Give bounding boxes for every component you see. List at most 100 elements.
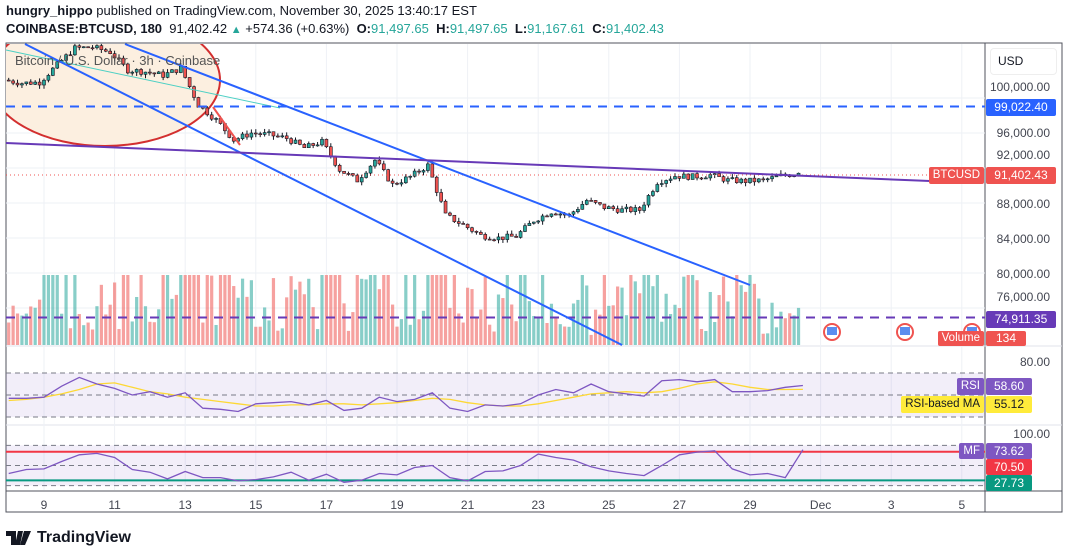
volume-bar	[488, 324, 492, 345]
volume-bar	[289, 276, 293, 345]
price-tick: 76,000.00	[996, 290, 1050, 304]
candle-body	[284, 135, 289, 139]
candle-body	[90, 47, 95, 50]
candle-body	[496, 236, 501, 241]
date-tick: 21	[460, 498, 475, 512]
volume-bar	[677, 308, 681, 345]
volume-bar	[130, 321, 134, 345]
volume-bar	[51, 275, 55, 345]
author-name[interactable]: hungry_hippo	[6, 3, 93, 18]
mf-axis-tick: 100.00	[1013, 427, 1050, 441]
symbol-tag: BTCUSD	[928, 167, 984, 184]
volume-bar	[143, 306, 148, 345]
mf-lower-badge: 27.73	[986, 475, 1032, 491]
volume-bar	[483, 276, 487, 345]
volume-bar	[29, 306, 33, 345]
high-value: 91,497.65	[449, 21, 508, 36]
candle-body	[770, 176, 774, 180]
volume-bar	[704, 330, 708, 345]
candle-body	[417, 170, 421, 173]
candle-body	[461, 223, 465, 225]
candle-body	[280, 135, 285, 138]
volume-bar	[399, 319, 404, 345]
date-tick: 9	[40, 498, 48, 512]
candle-body	[320, 138, 324, 146]
candle-body	[68, 54, 73, 57]
date-tick: 19	[390, 498, 404, 512]
candle-body	[28, 81, 33, 85]
candle-body	[748, 177, 752, 183]
volume-bar	[788, 313, 792, 345]
candle-body	[351, 173, 355, 176]
volume-bar	[655, 275, 659, 345]
volume-bar	[496, 294, 501, 345]
date-tick: 13	[178, 498, 192, 512]
candle-body	[757, 178, 761, 183]
volume-bar	[360, 278, 364, 345]
volume-bar	[227, 275, 231, 345]
volume-bar	[15, 313, 20, 345]
channel-lower-line	[24, 43, 623, 346]
candle-body	[470, 227, 474, 232]
purple-trendline	[5, 142, 931, 182]
volume-bar	[320, 275, 324, 345]
currency-button[interactable]: USD	[990, 48, 1057, 75]
candle-body	[187, 77, 192, 87]
volume-bar	[364, 279, 368, 345]
volume-bar	[285, 297, 289, 345]
volume-bar	[11, 305, 15, 345]
volume-bar	[624, 315, 629, 345]
candle-body	[143, 71, 148, 75]
symbol-name[interactable]: COINBASE:BTCUSD, 180	[6, 21, 163, 36]
volume-bar	[390, 304, 395, 345]
open-label: O:	[356, 21, 372, 36]
candle-body	[664, 180, 668, 184]
candle-body	[531, 221, 536, 224]
candle-body	[117, 57, 121, 60]
volume-bar	[126, 275, 130, 345]
candle-body	[637, 207, 642, 211]
volume-bar	[95, 306, 99, 345]
candle-body	[20, 83, 24, 86]
volume-bar	[417, 319, 421, 345]
volume-bar	[739, 285, 743, 345]
volume-bar	[20, 315, 24, 345]
tradingview-logo[interactable]: TradingView	[6, 529, 131, 547]
channel-upper-line	[124, 43, 751, 286]
last-price: 91,402.42	[169, 21, 228, 36]
volume-bar	[82, 325, 86, 345]
volume-bar	[505, 275, 509, 345]
candle-body	[576, 209, 580, 213]
volume-bar	[174, 294, 178, 345]
volume-bar	[642, 275, 646, 345]
volume-bar	[691, 275, 695, 345]
volume-bar	[558, 324, 562, 345]
volume-bar	[214, 324, 218, 345]
volume-bar	[90, 329, 95, 345]
candle-body	[254, 132, 258, 135]
candle-body	[359, 177, 364, 183]
volume-bar	[752, 283, 757, 345]
volume-bar	[183, 275, 187, 345]
volume-bar	[673, 304, 677, 345]
candle-body	[46, 75, 51, 81]
candle-body	[33, 81, 37, 85]
volume-bar	[633, 281, 637, 345]
volume-bar	[770, 302, 774, 345]
candle-body	[258, 133, 263, 135]
date-tick: 3	[887, 498, 895, 512]
volume-bar	[404, 275, 408, 345]
candle-body	[192, 86, 196, 98]
mf-line	[8, 449, 804, 483]
rsi-value-badge: 58.60	[986, 378, 1032, 395]
volume-bar	[298, 281, 302, 345]
volume-bar	[24, 313, 28, 345]
volume-bar	[682, 276, 686, 345]
candle-body	[373, 159, 377, 167]
candle-body	[624, 206, 629, 210]
candle-body	[329, 146, 333, 157]
volume-badge: 134	[986, 331, 1026, 346]
volume-bar	[86, 322, 90, 345]
volume-bar	[514, 321, 518, 345]
